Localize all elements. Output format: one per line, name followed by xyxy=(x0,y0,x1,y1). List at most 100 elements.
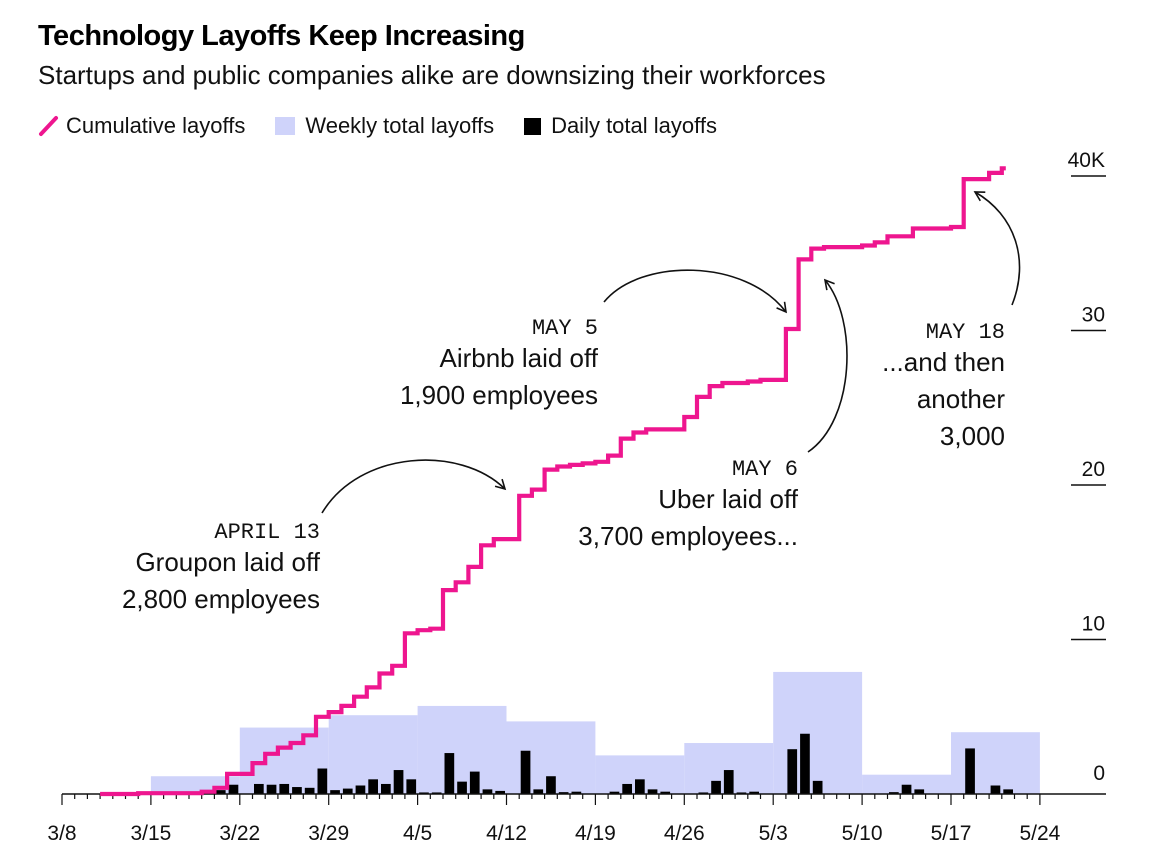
pink-line-swatch-icon xyxy=(39,116,58,136)
x-tick-label: 3/29 xyxy=(308,822,349,845)
legend-item-cumulative: Cumulative layoffs xyxy=(38,113,245,139)
daily-bar-20 xyxy=(469,771,480,794)
cumulative-line xyxy=(100,166,1006,797)
daily-bar-32 xyxy=(660,791,671,794)
daily-bar-12 xyxy=(368,779,378,794)
x-axis: 3/8 3/15 3/22 3/29 4/5 4/12 4/19 4/26 5/3 5/10 5/1… xyxy=(47,793,1106,845)
daily-bar-35 xyxy=(723,770,734,794)
x-tick-label: 5/17 xyxy=(931,822,972,845)
x-tick-label: 4/5 xyxy=(403,822,432,845)
daily-bar-42 xyxy=(901,784,912,794)
daily-bar-39 xyxy=(800,733,810,794)
weekly-block-9 xyxy=(951,732,1040,794)
daily-bar-1 xyxy=(215,790,226,794)
chart-title: Technology Layoffs Keep Increasing xyxy=(38,20,525,52)
daily-bar-29 xyxy=(622,783,632,794)
legend-label-weekly: Weekly total layoffs xyxy=(305,113,495,138)
annotation-arrow xyxy=(603,269,787,314)
annotation-arrow xyxy=(973,191,1021,306)
annotation-text: 1,900 employees xyxy=(400,380,598,410)
daily-bar-3 xyxy=(254,783,264,794)
x-tick-label: 3/15 xyxy=(130,822,171,845)
black-square-swatch-icon xyxy=(524,117,542,135)
x-tick-label: 4/26 xyxy=(664,822,705,845)
daily-bar-26 xyxy=(558,792,569,794)
annotation-text: ...and then xyxy=(882,347,1005,377)
weekly-block-3 xyxy=(417,705,507,794)
y-tick-label: 40K xyxy=(1068,149,1105,172)
cumulative-line-layer xyxy=(100,166,1006,797)
legend: Cumulative layoffs Weekly total layoffs … xyxy=(38,112,747,140)
y-tick-label: 10 xyxy=(1082,613,1105,636)
y-tick-label: 20 xyxy=(1082,458,1105,481)
daily-bar-14 xyxy=(393,770,404,794)
legend-item-weekly: Weekly total layoffs xyxy=(275,113,494,139)
daily-bar-8 xyxy=(317,768,328,794)
x-tick-label: 5/3 xyxy=(759,822,788,845)
daily-bar-5 xyxy=(279,783,290,794)
annotation-date: APRIL 13 xyxy=(214,520,320,545)
weekly-block-1 xyxy=(239,727,329,794)
annotation-text: Groupon laid off xyxy=(135,547,320,577)
weekly-block-8 xyxy=(862,774,951,794)
y-tick-label: 30 xyxy=(1082,304,1105,327)
daily-bar-43 xyxy=(914,789,925,794)
daily-bar-31 xyxy=(647,789,658,794)
annotation-text: 3,700 employees... xyxy=(578,521,798,551)
annotation-text: Uber laid off xyxy=(658,484,798,514)
y-axis: 0 10 20 30 40K xyxy=(1068,149,1106,785)
annotation-arrow xyxy=(321,459,507,514)
annotation-date: MAY 5 xyxy=(532,316,598,341)
annotation-date: MAY 6 xyxy=(732,457,798,482)
chart-subtitle: Startups and public companies alike are … xyxy=(38,60,826,90)
weekly-block-7 xyxy=(773,671,863,794)
y-tick-label: 0 xyxy=(1093,762,1105,785)
annotation-arrow xyxy=(807,278,848,453)
daily-bar-23 xyxy=(520,750,531,794)
x-tick-label: 4/12 xyxy=(486,822,527,845)
lavender-square-swatch-icon xyxy=(275,117,296,135)
x-tick-label: 4/19 xyxy=(575,822,616,845)
daily-bar-37 xyxy=(749,791,759,794)
daily-bar-40 xyxy=(812,780,823,794)
x-tick-label: 3/22 xyxy=(219,822,260,845)
daily-bar-28 xyxy=(609,791,620,794)
daily-bar-13 xyxy=(381,783,391,794)
x-tick-label: 5/24 xyxy=(1019,822,1060,845)
daily-bar-10 xyxy=(342,788,353,794)
daily-bar-25 xyxy=(546,776,556,794)
daily-bar-11 xyxy=(355,785,366,794)
annotation-text: Airbnb laid off xyxy=(439,343,598,373)
annotation-text: 2,800 employees xyxy=(122,584,320,614)
daily-bar-4 xyxy=(266,784,277,794)
daily-bar-38 xyxy=(787,749,798,794)
daily-bar-24 xyxy=(533,789,544,794)
daily-bar-34 xyxy=(711,780,721,794)
daily-bar-6 xyxy=(292,787,302,794)
daily-bar-9 xyxy=(330,790,340,794)
daily-bar-7 xyxy=(304,787,315,794)
annotation-text: another xyxy=(917,384,1006,414)
legend-label-daily: Daily total layoffs xyxy=(551,113,717,138)
daily-bar-19 xyxy=(457,781,467,794)
daily-bar-2 xyxy=(228,784,239,794)
legend-item-daily: Daily total layoffs xyxy=(524,113,717,139)
legend-label-cumulative: Cumulative layoffs xyxy=(66,113,246,138)
x-tick-label: 5/10 xyxy=(842,822,883,845)
daily-bar-27 xyxy=(571,791,582,794)
annotation-another: MAY 18...and then another 3,000 xyxy=(882,191,1021,451)
daily-bar-30 xyxy=(635,779,645,794)
daily-bar-21 xyxy=(482,789,493,794)
daily-bar-22 xyxy=(495,790,505,794)
weekly-area-layer xyxy=(150,671,1040,794)
daily-bar-18 xyxy=(444,753,455,794)
daily-bar-44 xyxy=(965,748,975,794)
annotation-date: MAY 18 xyxy=(926,320,1005,345)
annotation-text: 3,000 xyxy=(940,421,1005,451)
daily-bar-46 xyxy=(1003,789,1013,794)
